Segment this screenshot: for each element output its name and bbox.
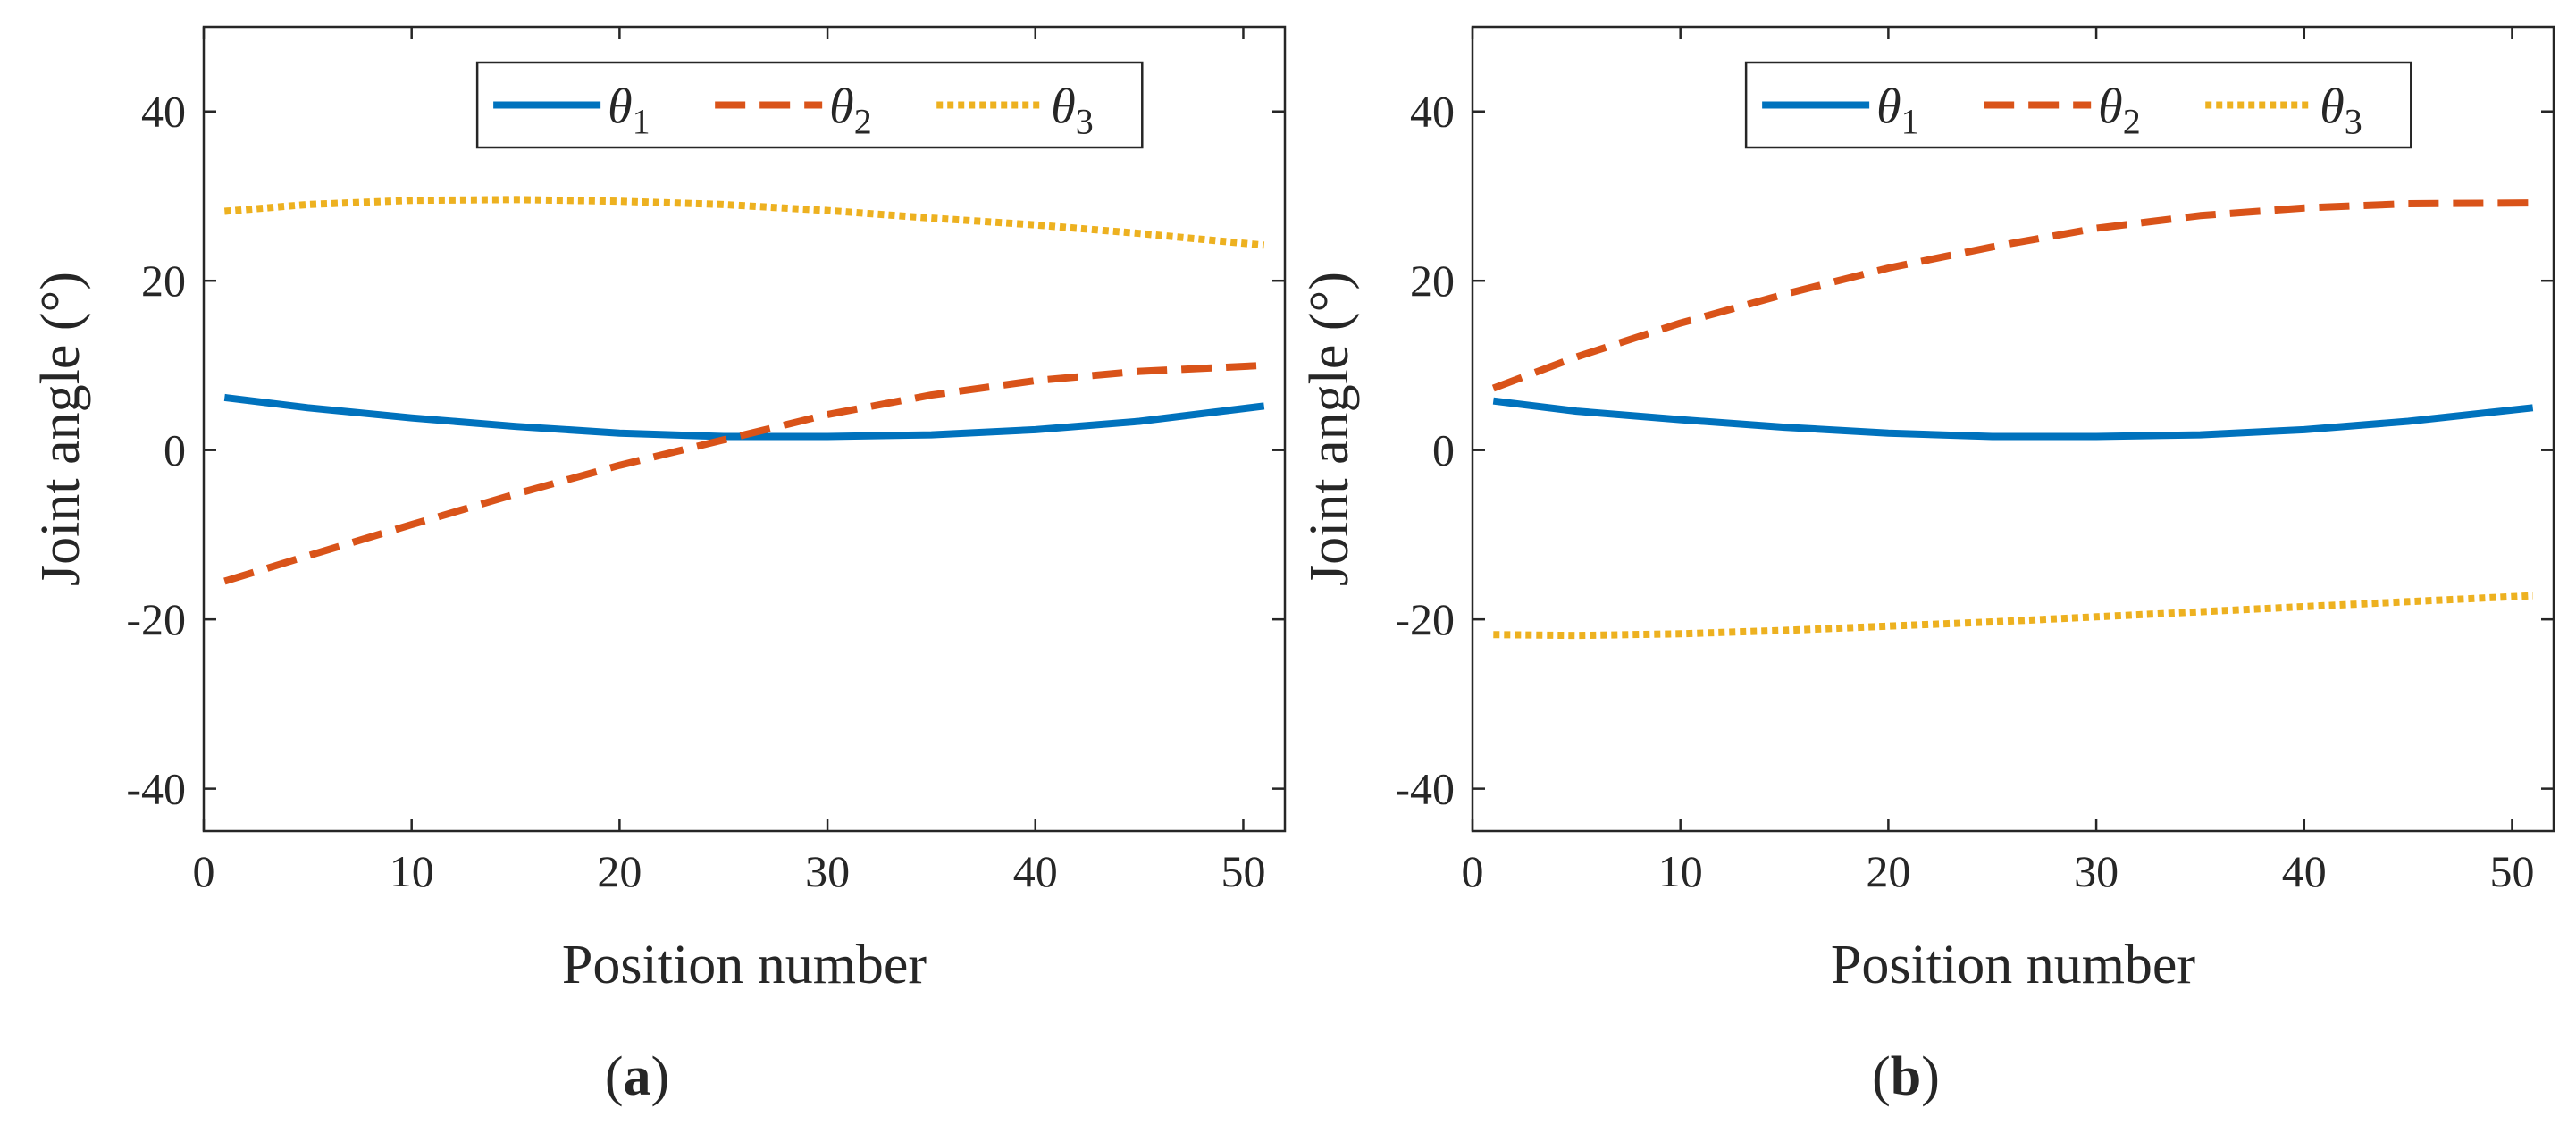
- legend-subscript: 1: [1901, 102, 1919, 142]
- panel-label: (b): [1872, 1046, 1940, 1107]
- series-line-theta2: [1491, 199, 2533, 392]
- x-tick-label: 0: [193, 846, 215, 896]
- x-axis-label: Position number: [1831, 935, 2196, 995]
- legend-label-theta1: θ1: [608, 80, 650, 142]
- x-tick-label: 0: [1462, 846, 1484, 896]
- y-tick-label: -40: [126, 764, 186, 814]
- axes-frame: [1471, 25, 2555, 833]
- series-line-theta3: [1493, 592, 2533, 640]
- panel-letter: a: [624, 1046, 651, 1107]
- y-tick-label: -20: [1395, 594, 1455, 644]
- legend-label-theta3: θ3: [1051, 80, 1094, 142]
- legend-symbol: θ: [2098, 80, 2123, 135]
- x-tick-label: 10: [390, 846, 434, 896]
- legend-subscript: 3: [1076, 102, 1094, 142]
- y-tick-label: 0: [1432, 425, 1455, 475]
- legend-label-theta3: θ3: [2320, 80, 2362, 142]
- y-tick-label: 20: [1410, 256, 1455, 306]
- x-tick-label: 20: [1866, 846, 1910, 896]
- legend-subscript: 1: [633, 102, 650, 142]
- x-tick-label: 50: [1221, 846, 1265, 896]
- legend: θ1 θ2 θ3: [475, 61, 1144, 149]
- legend-symbol: θ: [829, 80, 854, 135]
- x-tick-label: 30: [805, 846, 850, 896]
- x-tick-label: 10: [1658, 846, 1703, 896]
- x-tick-label: 40: [1013, 846, 1058, 896]
- legend-symbol: θ: [2320, 80, 2345, 135]
- y-tick-label: 40: [141, 87, 186, 137]
- x-tick-label: 30: [2074, 846, 2119, 896]
- panel-letter: b: [1891, 1046, 1921, 1107]
- legend-label-theta1: θ1: [1876, 80, 1919, 142]
- axes-frame: [202, 25, 1287, 833]
- y-tick-label: 20: [141, 256, 186, 306]
- y-axis-label: Joint angle (°): [30, 272, 91, 586]
- legend: θ1 θ2 θ3: [1744, 61, 2412, 149]
- legend-label-theta2: θ2: [2098, 80, 2141, 142]
- legend-label-theta2: θ2: [829, 80, 872, 142]
- legend-subscript: 3: [2345, 102, 2362, 142]
- series-lines: [1491, 199, 2534, 640]
- y-axis-label: Joint angle (°): [1299, 272, 1360, 586]
- y-tick-label: -40: [1395, 764, 1455, 814]
- y-tick-label: -20: [126, 594, 186, 644]
- series-line-theta2: [223, 361, 1264, 585]
- y-tick-label: 0: [164, 425, 186, 475]
- series-line-theta3: [223, 196, 1265, 249]
- x-axis-label: Position number: [562, 935, 927, 995]
- panel-label: (a): [605, 1046, 669, 1107]
- series-lines: [223, 196, 1265, 585]
- x-tick-label: 20: [597, 846, 642, 896]
- ticks: 0 10 20 30 40 50 -40 -20 0 20 40: [1395, 27, 2554, 896]
- y-tick-label: 40: [1410, 87, 1455, 137]
- legend-symbol: θ: [1876, 80, 1901, 135]
- ticks: 0 10 20 30 40 50 -40 -20 0 20 40: [126, 27, 1285, 896]
- series-line-theta1: [1492, 397, 2534, 441]
- legend-symbol: θ: [608, 80, 633, 135]
- x-tick-label: 50: [2489, 846, 2534, 896]
- legend-symbol: θ: [1051, 80, 1076, 135]
- legend-subscript: 2: [854, 102, 872, 142]
- legend-subscript: 2: [2123, 102, 2141, 142]
- x-tick-label: 40: [2282, 846, 2327, 896]
